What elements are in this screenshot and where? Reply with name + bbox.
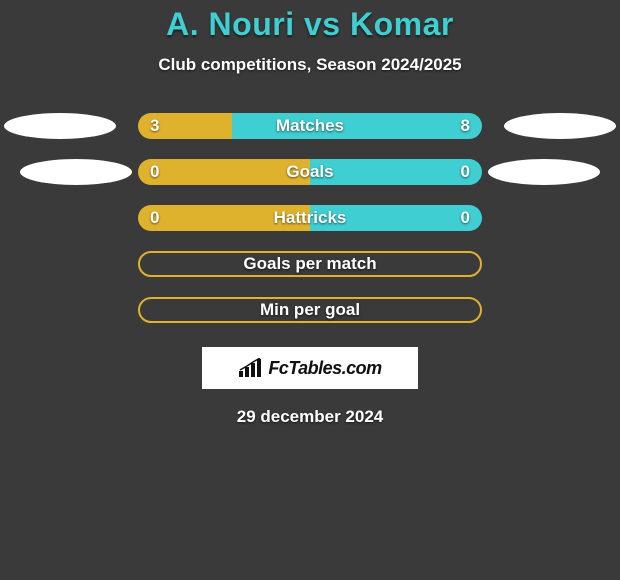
stat-left-value: 0 — [150, 208, 159, 228]
stats-rows: 3 Matches 8 0 Goals 0 0 Hat — [0, 113, 620, 323]
date-label: 29 december 2024 — [0, 407, 620, 427]
stat-right-value: 8 — [461, 116, 470, 136]
stat-label: Matches — [276, 116, 344, 136]
bar-right — [232, 113, 482, 139]
subtitle: Club competitions, Season 2024/2025 — [0, 55, 620, 75]
bar-left — [138, 159, 310, 185]
player-right-ellipse — [504, 113, 616, 139]
brand-badge: FcTables.com — [202, 347, 418, 389]
bar-right — [310, 159, 482, 185]
stat-left-value: 3 — [150, 116, 159, 136]
stat-bar-hattricks: 0 Hattricks 0 — [138, 205, 482, 231]
stat-label: Goals — [286, 162, 333, 182]
stat-row-goals: 0 Goals 0 — [0, 159, 620, 185]
comparison-infographic: A. Nouri vs Komar Club competitions, Sea… — [0, 0, 620, 427]
player-left-ellipse — [20, 159, 132, 185]
stat-label: Hattricks — [274, 208, 347, 228]
stat-label: Min per goal — [260, 300, 360, 320]
stat-bar-matches: 3 Matches 8 — [138, 113, 482, 139]
brand-text: FcTables.com — [268, 358, 381, 379]
stat-row-hattricks: 0 Hattricks 0 — [0, 205, 620, 231]
player-right-ellipse — [488, 159, 600, 185]
stat-row-mpg: Min per goal — [0, 297, 620, 323]
stat-right-value: 0 — [461, 162, 470, 182]
stat-left-value: 0 — [150, 162, 159, 182]
page-title: A. Nouri vs Komar — [0, 6, 620, 43]
stat-right-value: 0 — [461, 208, 470, 228]
player-left-ellipse — [4, 113, 116, 139]
stat-bar-empty: Goals per match — [138, 251, 482, 277]
stat-bar-empty: Min per goal — [138, 297, 482, 323]
bar-chart-icon — [238, 358, 264, 378]
stat-label: Goals per match — [243, 254, 376, 274]
stat-row-matches: 3 Matches 8 — [0, 113, 620, 139]
stat-bar-goals: 0 Goals 0 — [138, 159, 482, 185]
stat-row-gpm: Goals per match — [0, 251, 620, 277]
